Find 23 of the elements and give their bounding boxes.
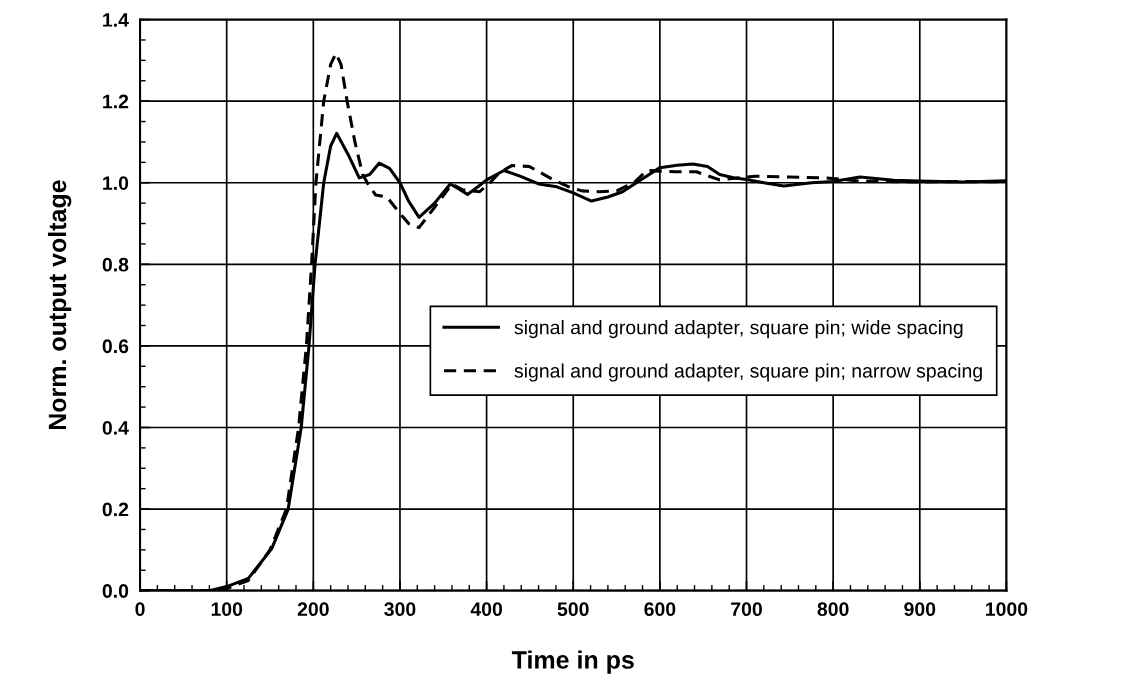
y-tick-label: 0.8: [102, 257, 129, 272]
x-tick-label: 700: [731, 602, 762, 617]
y-tick-label: 0.4: [102, 420, 129, 435]
x-axis-title: Time in ps: [511, 650, 634, 674]
y-tick-label: 0.0: [102, 584, 129, 598]
y-tick-label: 0.2: [102, 502, 129, 517]
y-tick-label: 1.4: [103, 13, 129, 27]
x-tick-label: 500: [557, 602, 589, 617]
y-axis-title: Norm. output voltage: [47, 180, 72, 430]
x-tick-label: 200: [297, 602, 329, 617]
y-tick-label: 0.6: [102, 339, 129, 354]
x-tick-label: 600: [644, 602, 676, 617]
x-tick-label: 800: [817, 602, 849, 617]
x-tick-label: 900: [904, 602, 936, 617]
x-tick-label: 400: [470, 602, 503, 617]
x-tick-label: 1000: [986, 602, 1028, 617]
y-tick-label: 1.0: [103, 176, 129, 190]
x-tick-label: 100: [211, 602, 243, 617]
legend-label: signal and ground adapter, square pin; narrow spacing: [514, 363, 982, 382]
x-tick-label: 300: [384, 602, 416, 617]
legend-label: signal and ground adapter, square pin; wide spacing: [514, 320, 963, 339]
x-tick-label: 0: [135, 602, 145, 617]
y-tick-label: 1.2: [103, 94, 129, 109]
